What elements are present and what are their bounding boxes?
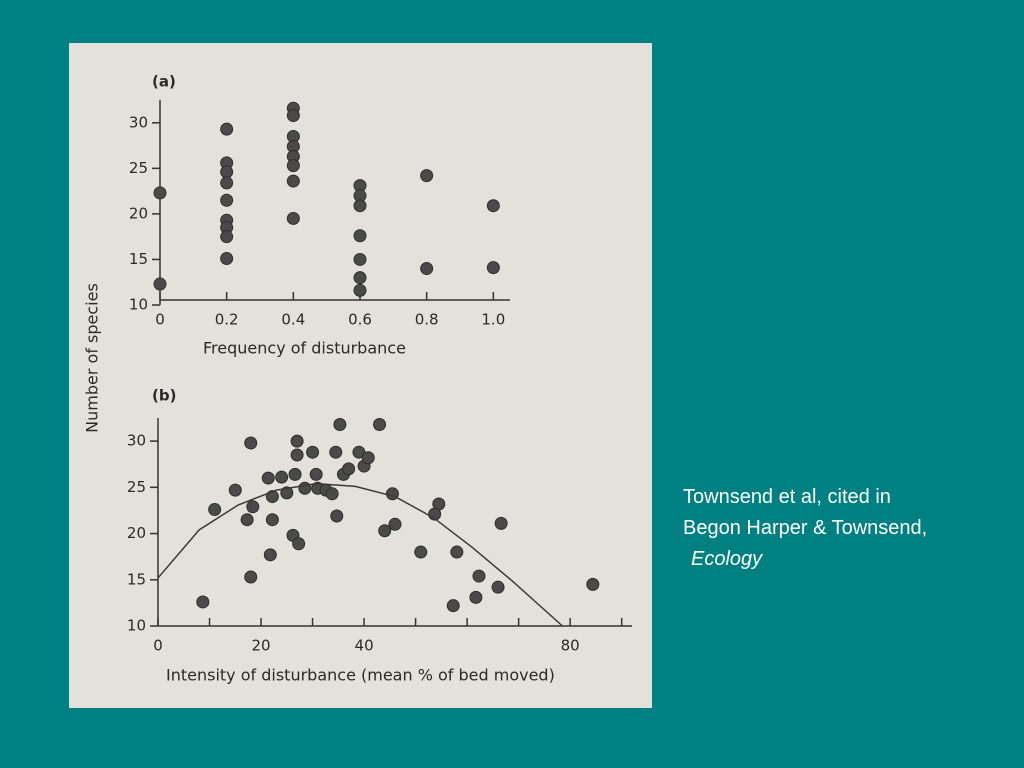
point	[286, 211, 300, 225]
point	[261, 471, 275, 485]
point	[306, 445, 320, 459]
x-axis-label: Intensity of disturbance (mean % of bed …	[166, 666, 555, 685]
point	[280, 486, 294, 500]
point	[196, 595, 210, 609]
point	[309, 467, 323, 481]
point	[333, 417, 347, 431]
x-tick-label: 0	[155, 311, 165, 329]
point	[244, 570, 258, 584]
y-tick-label: 25	[127, 478, 146, 496]
point	[220, 176, 234, 190]
point	[353, 199, 367, 213]
point	[220, 230, 234, 244]
point	[353, 271, 367, 285]
y-tick-label: 30	[127, 432, 146, 450]
caption: Townsend et al, cited in Begon Harper & …	[683, 482, 927, 575]
point	[420, 169, 434, 183]
point	[220, 252, 234, 266]
paper	[69, 43, 652, 708]
x-tick-label: 0.6	[348, 311, 372, 329]
panel-label: (a)	[152, 73, 176, 91]
x-tick-label: 20	[251, 637, 270, 655]
point	[290, 448, 304, 462]
point	[469, 590, 483, 604]
point	[275, 470, 289, 484]
point	[329, 445, 343, 459]
point	[220, 122, 234, 136]
point	[330, 509, 344, 523]
point	[153, 277, 167, 291]
point	[263, 548, 277, 562]
point	[292, 537, 306, 551]
point	[228, 483, 242, 497]
point	[472, 569, 486, 583]
point	[286, 174, 300, 188]
point	[290, 434, 304, 448]
point	[153, 186, 167, 200]
point	[586, 577, 600, 591]
point	[486, 261, 500, 275]
y-tick-label: 20	[129, 204, 148, 222]
point	[353, 283, 367, 297]
point	[378, 524, 392, 538]
x-axis-label: Frequency of disturbance	[203, 339, 406, 358]
point	[265, 513, 279, 527]
point	[494, 516, 508, 530]
caption-title: Ecology	[691, 548, 763, 570]
point	[414, 545, 428, 559]
point	[446, 599, 460, 613]
y-tick-label: 15	[127, 570, 146, 588]
point	[373, 417, 387, 431]
y-tick-label: 30	[129, 113, 148, 131]
x-tick-label: 1.0	[481, 311, 505, 329]
y-tick-label: 20	[127, 524, 146, 542]
point	[420, 262, 434, 276]
point	[240, 513, 254, 527]
y-tick-label: 10	[127, 617, 146, 635]
point	[325, 487, 339, 501]
point	[388, 517, 402, 531]
x-tick-label: 0.2	[215, 311, 239, 329]
point	[353, 252, 367, 266]
caption-line: Townsend et al, cited in	[683, 486, 891, 508]
point	[288, 467, 302, 481]
y-tick-label: 25	[129, 159, 148, 177]
x-tick-label: 0.8	[415, 311, 439, 329]
point	[361, 451, 375, 465]
x-tick-label: 0.4	[281, 311, 305, 329]
fit-curve	[157, 482, 563, 627]
x-tick-label: 0	[153, 637, 163, 655]
panel-label: (b)	[152, 387, 176, 405]
x-tick-label: 80	[561, 637, 580, 655]
x-tick-label: 40	[355, 637, 374, 655]
caption-line: Begon Harper & Townsend,	[683, 517, 928, 539]
point	[208, 503, 222, 517]
point	[244, 436, 258, 450]
point	[486, 199, 500, 213]
y-axis-label: Number of species	[83, 283, 102, 433]
point	[286, 108, 300, 122]
point	[342, 462, 356, 476]
point	[220, 193, 234, 207]
point	[246, 500, 260, 514]
point	[286, 159, 300, 173]
point	[491, 580, 505, 594]
y-tick-label: 15	[129, 250, 148, 268]
point	[353, 229, 367, 243]
y-tick-label: 10	[129, 296, 148, 314]
point	[450, 545, 464, 559]
point	[220, 165, 234, 179]
